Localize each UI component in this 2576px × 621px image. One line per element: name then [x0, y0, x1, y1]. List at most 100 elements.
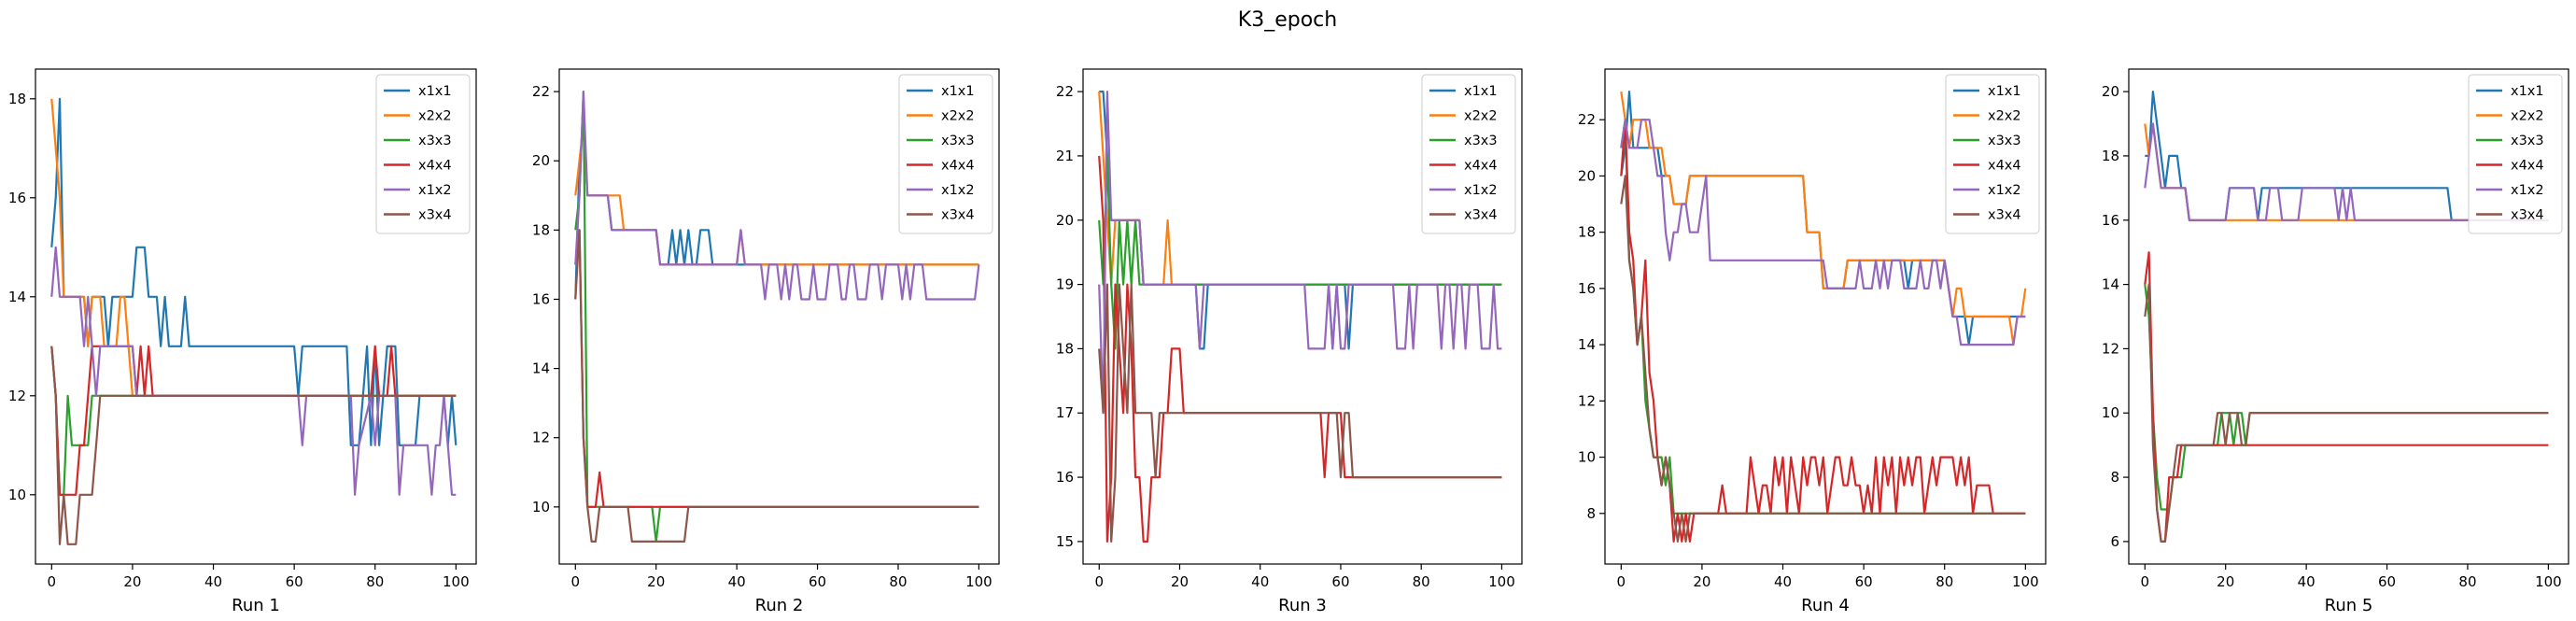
y-tick-label: 22 — [532, 83, 550, 100]
x-tick-label: 40 — [728, 573, 746, 590]
legend: x1x1 x2x2 x3x3 x4x4 x1x2 x3x4 — [2468, 74, 2563, 234]
legend-label-x3x4: x3x4 — [1464, 208, 1498, 223]
series-line-x3x4 — [574, 229, 979, 543]
chart-panel-4: 0 20 40 60 80 100 8 10 12 14 16 18 20 22 Run 4 x1x1 x2x2… — [1578, 68, 2047, 615]
x-tick-label: 60 — [286, 573, 303, 590]
x-tick-label: 100 — [2012, 573, 2039, 590]
x-tick-label: 20 — [1693, 573, 1710, 590]
series-line-x3x4 — [50, 346, 457, 545]
legend-label-x1x2: x1x2 — [941, 183, 975, 198]
series-line-x3x4 — [1620, 175, 2026, 543]
legend-label-x1x1: x1x1 — [2511, 84, 2544, 99]
legend-label-x4x4: x4x4 — [418, 159, 452, 174]
series-line-x1x1 — [50, 97, 457, 446]
legend: x1x1 x2x2 x3x3 x4x4 x1x2 x3x4 — [375, 74, 471, 234]
chart-panel-3: 0 20 40 60 80 100 15 16 17 18 19 20 21 22 Run 3 x1x1 x2x… — [1056, 68, 1523, 615]
x-tick-label: 60 — [1855, 573, 1873, 590]
legend: x1x1 x2x2 x3x3 x4x4 x1x2 x3x4 — [1421, 74, 1516, 234]
y-tick-label: 16 — [8, 190, 26, 206]
legend: x1x1 x2x2 x3x3 x4x4 x1x2 x3x4 — [1945, 74, 2040, 234]
x-tick-label: 100 — [965, 573, 992, 590]
y-tick-label: 14 — [1578, 336, 1596, 353]
legend-label-x2x2: x2x2 — [1988, 109, 2021, 124]
legend-label-x4x4: x4x4 — [1464, 159, 1498, 174]
x-tick-label: 60 — [1331, 573, 1349, 590]
x-axis-label: Run 1 — [232, 596, 280, 615]
x-tick-label: 20 — [1171, 573, 1189, 590]
legend-label-x1x2: x1x2 — [1988, 183, 2021, 198]
y-tick-label: 18 — [8, 91, 26, 107]
axes-frame — [2128, 68, 2569, 565]
legend-label-x3x4: x3x4 — [2511, 208, 2544, 223]
x-axis-label: Run 3 — [1278, 596, 1327, 615]
x-tick-label: 80 — [1413, 573, 1430, 590]
series-lines — [574, 91, 980, 543]
legend-label-x1x1: x1x1 — [941, 84, 975, 99]
x-tick-label: 40 — [2298, 573, 2316, 590]
legend-label-x1x2: x1x2 — [2511, 183, 2544, 198]
y-tick-label: 19 — [1056, 276, 1074, 293]
x-tick-label: 100 — [2535, 573, 2562, 590]
y-tick-label: 16 — [532, 290, 550, 307]
y-tick-label: 20 — [2102, 83, 2119, 100]
axes-frame — [1604, 68, 2047, 565]
y-tick-label: 16 — [2102, 212, 2119, 229]
legend: x1x1 x2x2 x3x3 x4x4 x1x2 x3x4 — [898, 74, 993, 234]
x-tick-label: 20 — [647, 573, 665, 590]
y-tick-label: 22 — [1056, 83, 1074, 100]
legend-label-x2x2: x2x2 — [2511, 109, 2544, 124]
y-tick-label: 10 — [1578, 449, 1596, 466]
y-tick-label: 20 — [532, 152, 550, 169]
x-axis-label: Run 4 — [1801, 596, 1850, 615]
series-line-x1x2 — [1098, 91, 1502, 415]
legend-label-x1x2: x1x2 — [1464, 183, 1498, 198]
y-tick-label: 20 — [1578, 167, 1596, 184]
legend-label-x2x2: x2x2 — [1464, 109, 1498, 124]
x-axis-label: Run 2 — [755, 596, 804, 615]
axes-frame — [1082, 68, 1523, 565]
legend-label-x3x4: x3x4 — [418, 208, 452, 223]
y-tick-label: 18 — [2102, 148, 2119, 164]
legend-label-x3x4: x3x4 — [1988, 208, 2021, 223]
series-line-x2x2 — [1620, 91, 2027, 346]
legend-label-x3x3: x3x3 — [1464, 134, 1498, 148]
y-tick-label: 14 — [2102, 276, 2119, 293]
series-lines — [50, 97, 457, 545]
y-tick-label: 12 — [8, 388, 26, 404]
x-tick-label: 0 — [571, 573, 581, 590]
y-tick-label: 18 — [1578, 224, 1596, 241]
legend-label-x2x2: x2x2 — [941, 109, 975, 124]
series-lines — [2144, 91, 2549, 543]
x-tick-label: 80 — [366, 573, 384, 590]
y-tick-label: 10 — [532, 499, 550, 515]
legend-label-x3x4: x3x4 — [941, 208, 975, 223]
series-line-x1x2 — [2144, 122, 2549, 221]
x-tick-label: 80 — [1936, 573, 1953, 590]
y-tick-label: 18 — [532, 221, 550, 238]
legend-label-x3x3: x3x3 — [2511, 134, 2544, 148]
series-line-x2x2 — [50, 98, 457, 397]
series-line-x1x2 — [50, 246, 457, 496]
legend-label-x1x1: x1x1 — [418, 84, 452, 99]
legend-label-x3x3: x3x3 — [1988, 134, 2021, 148]
y-tick-label: 17 — [1056, 404, 1074, 421]
series-line-x1x2 — [1620, 119, 2026, 346]
y-tick-label: 21 — [1056, 148, 1074, 164]
y-tick-label: 8 — [2110, 469, 2119, 486]
y-tick-label: 12 — [1578, 392, 1596, 409]
series-line-x3x4 — [2144, 283, 2549, 543]
legend-label-x1x1: x1x1 — [1988, 84, 2021, 99]
y-tick-label: 16 — [1056, 469, 1074, 486]
series-line-x3x4 — [1098, 283, 1502, 543]
y-tick-label: 14 — [8, 289, 26, 305]
y-tick-label: 14 — [532, 360, 550, 377]
y-tick-label: 12 — [2102, 340, 2119, 357]
y-tick-label: 6 — [2110, 533, 2119, 550]
y-tick-label: 8 — [1586, 505, 1596, 522]
axes-frame — [558, 68, 1000, 565]
